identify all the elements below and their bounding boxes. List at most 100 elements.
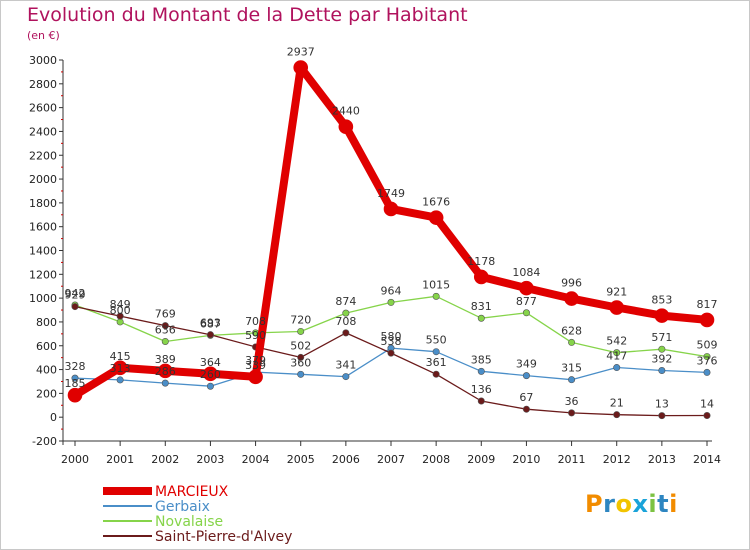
axes: -200 0 200 400 600 800 1000 1200 1400 1600 1800 200… <box>29 54 721 466</box>
x-tick-label: 2002 <box>151 453 179 466</box>
x-tick-label: 2007 <box>377 453 405 466</box>
data-label: 339 <box>245 359 266 372</box>
series-novalaise <box>71 292 711 361</box>
data-label: 853 <box>651 294 672 307</box>
data-label: 708 <box>335 315 356 328</box>
data-label: 636 <box>155 323 176 336</box>
data-label: 942 <box>65 287 86 300</box>
x-tick-label: 2004 <box>242 453 270 466</box>
y-tick-label: 1000 <box>29 292 57 305</box>
data-label: 538 <box>381 335 402 348</box>
data-label: 580 <box>381 330 402 343</box>
data-point <box>699 312 715 328</box>
y-tick-label: 1600 <box>29 221 57 234</box>
data-point <box>71 374 79 382</box>
data-label: 392 <box>651 353 672 366</box>
data-label: 341 <box>335 359 356 372</box>
data-label: 2937 <box>287 46 315 59</box>
data-label: 1015 <box>422 278 450 291</box>
data-point <box>342 329 350 337</box>
x-tick-label: 2009 <box>467 453 495 466</box>
data-point <box>387 349 395 357</box>
data-point <box>297 327 305 335</box>
data-point <box>613 349 621 357</box>
data-point <box>703 412 711 420</box>
data-point <box>658 412 666 420</box>
data-label: 376 <box>697 354 718 367</box>
logo-letter: i <box>648 490 658 518</box>
data-point <box>522 372 530 380</box>
data-point <box>613 411 621 419</box>
data-label: 415 <box>110 350 131 363</box>
data-point <box>609 300 625 315</box>
data-label: 185 <box>65 377 86 390</box>
data-label: 964 <box>381 284 402 297</box>
data-label: 136 <box>471 383 492 396</box>
x-tick-label: 2011 <box>558 453 586 466</box>
y-tick-label: 2200 <box>29 149 57 162</box>
series-saint-pierre-d-alvey <box>71 303 711 420</box>
data-label: 21 <box>610 397 624 410</box>
data-point <box>658 345 666 353</box>
data-point <box>473 269 489 285</box>
data-point <box>383 201 399 217</box>
data-label: 13 <box>655 398 669 411</box>
data-label: 769 <box>155 308 176 321</box>
legend-label: Novalaise <box>155 514 223 530</box>
data-label: 571 <box>651 331 672 344</box>
y-tick-label: 2400 <box>29 125 57 138</box>
data-point <box>703 353 711 361</box>
data-point <box>161 322 169 330</box>
data-label: 1749 <box>377 187 405 200</box>
data-point <box>568 338 576 346</box>
data-point <box>206 331 214 339</box>
data-point <box>342 309 350 317</box>
x-tick-label: 2010 <box>512 453 540 466</box>
data-point <box>432 292 440 300</box>
data-label: 849 <box>110 298 131 311</box>
unit-label: (en €) <box>27 29 60 42</box>
data-label: 720 <box>290 313 311 326</box>
data-point <box>519 280 534 296</box>
data-point <box>71 303 79 311</box>
data-point <box>112 360 128 376</box>
data-label: 1676 <box>422 196 450 209</box>
data-point <box>116 312 124 320</box>
x-tick-label: 2012 <box>603 453 631 466</box>
data-label: 542 <box>606 335 627 348</box>
data-point <box>477 397 485 405</box>
chart-title: Evolution du Montant de la Dette par Hab… <box>27 4 468 26</box>
data-point <box>568 376 576 384</box>
data-point <box>522 405 530 413</box>
data-point <box>432 370 440 378</box>
data-point <box>654 308 670 323</box>
data-point <box>67 387 83 403</box>
data-label: 315 <box>561 362 582 375</box>
data-label: 328 <box>65 360 86 373</box>
data-point <box>564 291 579 306</box>
data-label: 509 <box>697 339 718 352</box>
logo-letter: o <box>615 490 633 518</box>
data-point <box>428 210 444 225</box>
data-label: 687 <box>200 317 221 330</box>
x-tick-label: 2013 <box>648 453 676 466</box>
data-label: 67 <box>519 391 533 404</box>
data-point <box>203 366 218 382</box>
y-tick-label: 2800 <box>29 78 57 91</box>
series-layer <box>67 60 715 420</box>
legend: MARCIEUXGerbaixNovalaiseSaint-Pierre-d'A… <box>103 484 292 545</box>
data-label: 364 <box>200 356 221 369</box>
data-point <box>161 337 169 345</box>
data-label: 14 <box>700 398 714 411</box>
x-tick-label: 2008 <box>422 453 450 466</box>
data-point <box>338 119 354 134</box>
data-label: 313 <box>110 362 131 375</box>
data-point <box>116 318 124 326</box>
x-tick-label: 2006 <box>332 453 360 466</box>
y-tick-label: -200 <box>32 435 57 448</box>
data-label: 379 <box>245 354 266 367</box>
data-point <box>432 348 440 356</box>
x-tick-label: 2003 <box>196 453 224 466</box>
